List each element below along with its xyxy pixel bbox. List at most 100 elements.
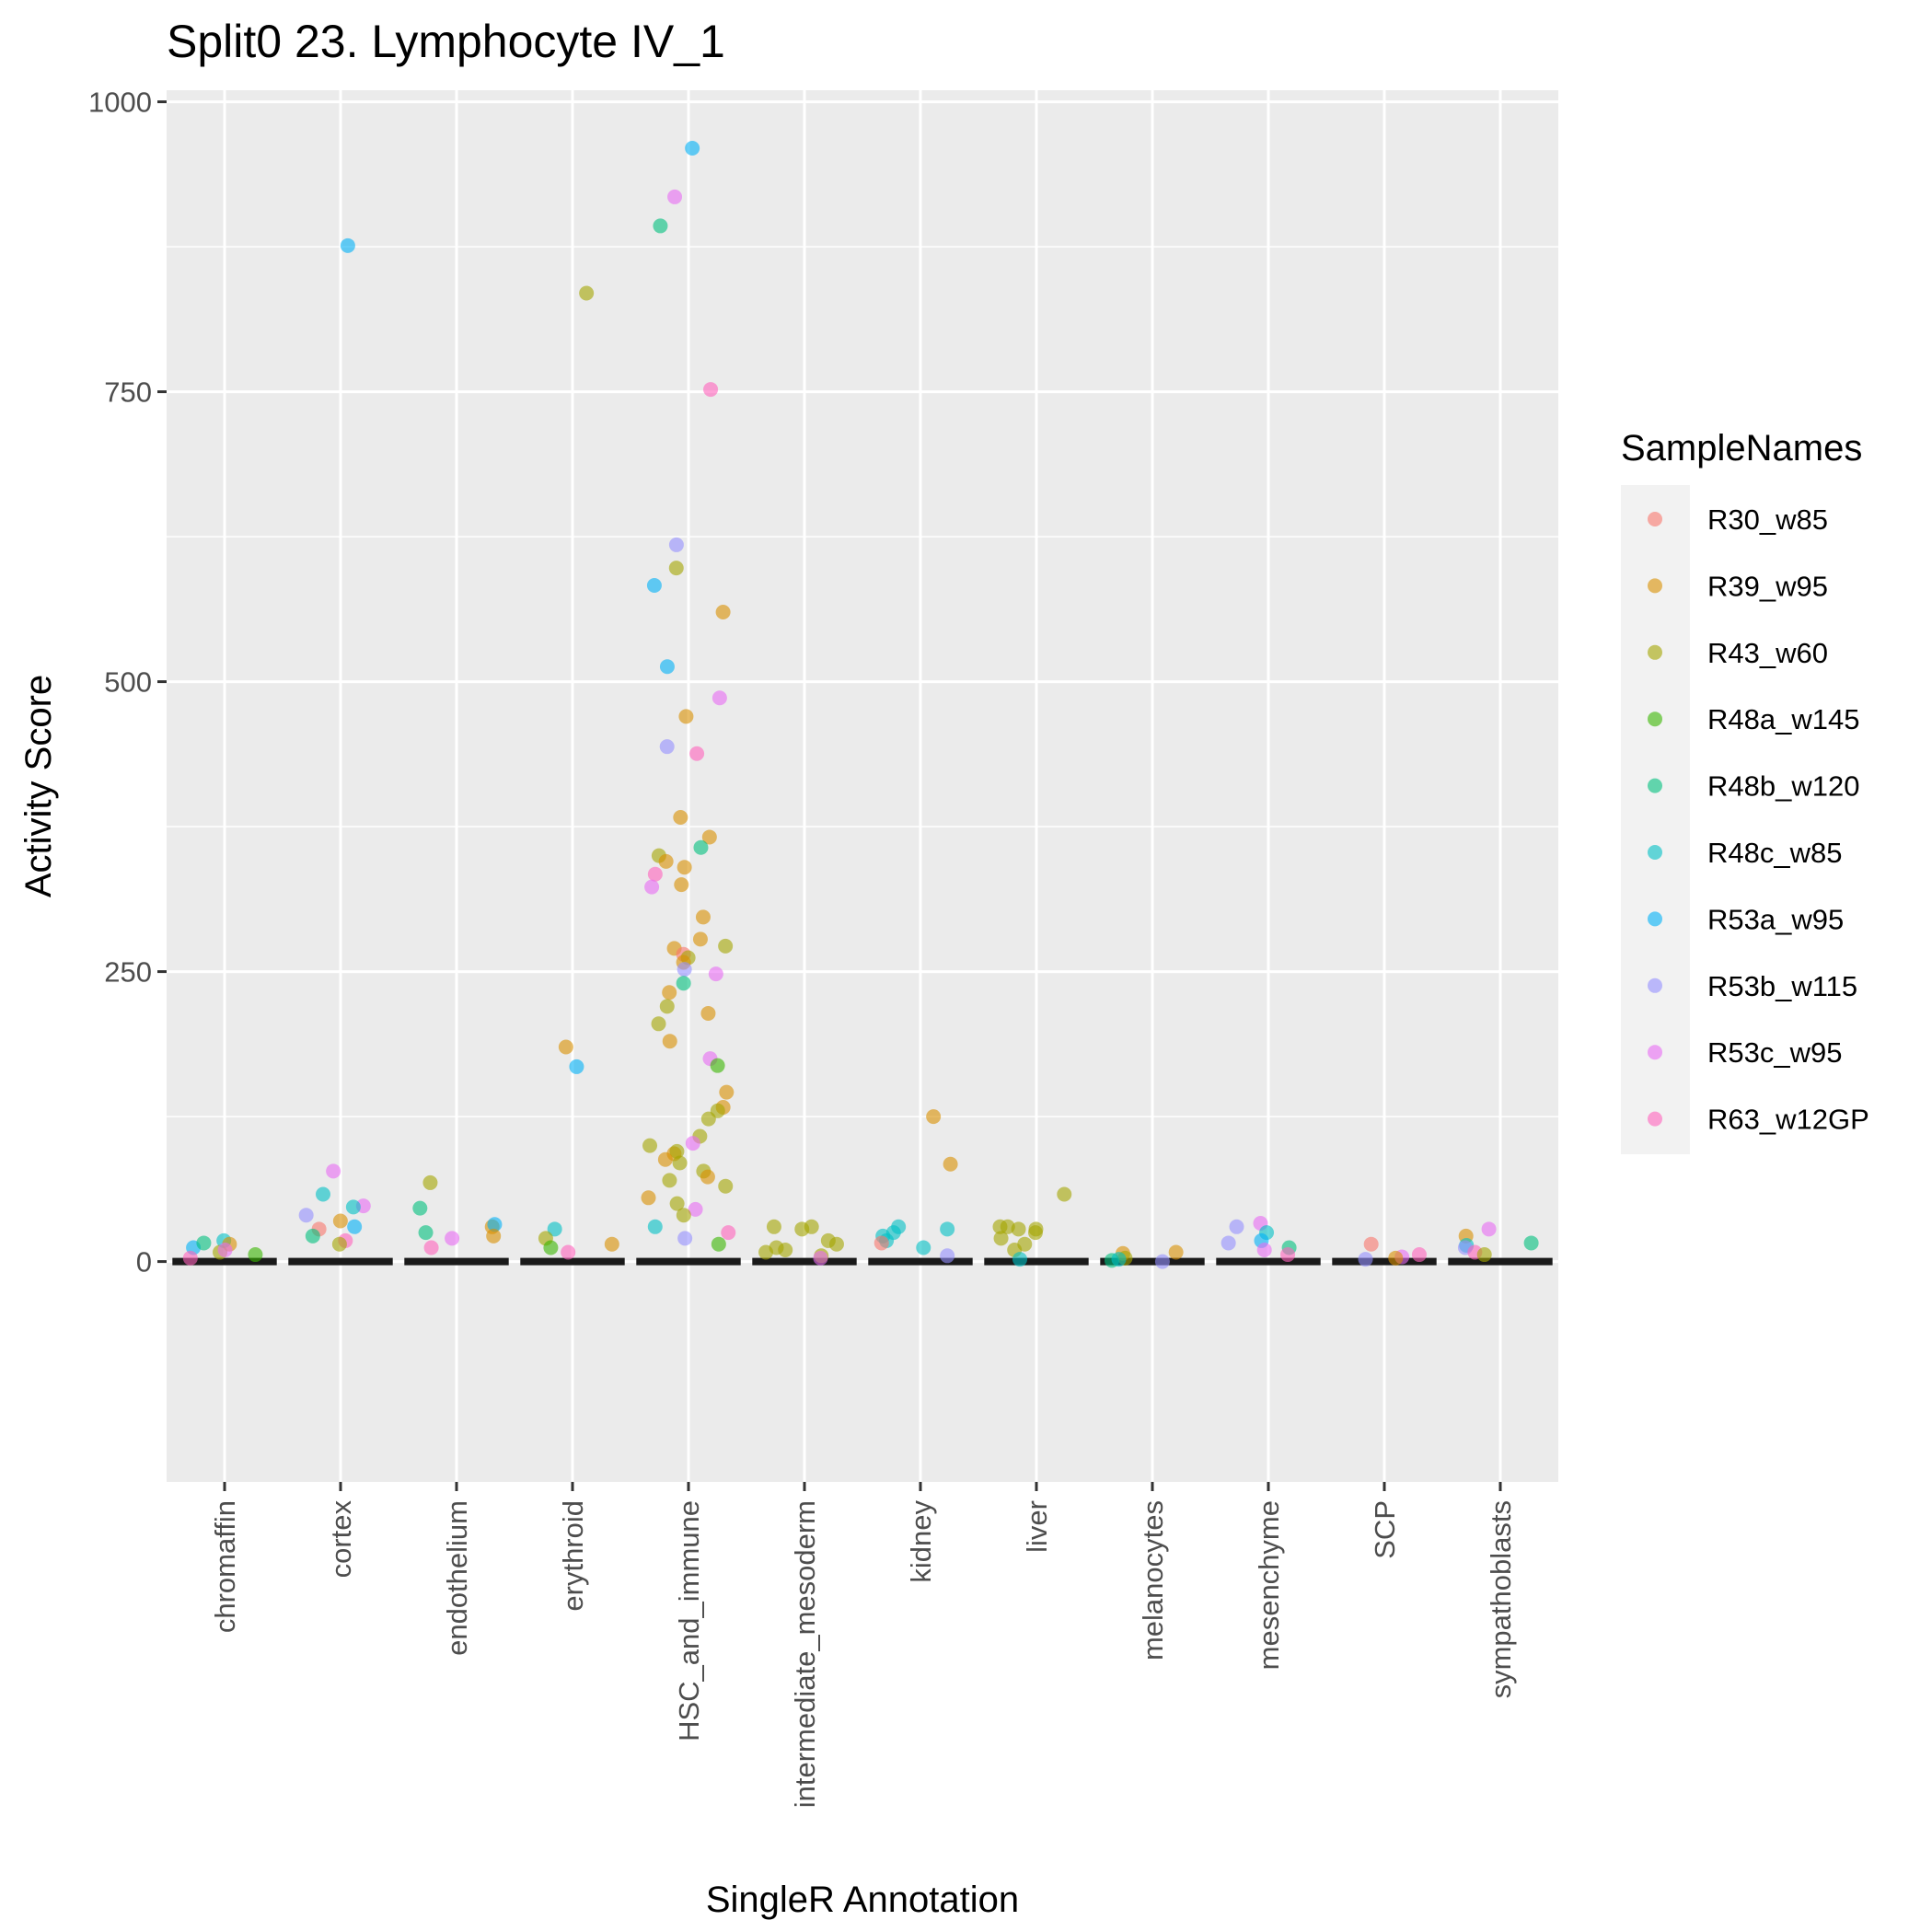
data-point xyxy=(647,866,663,882)
density-baseline xyxy=(1448,1257,1553,1266)
data-point xyxy=(547,1221,562,1237)
y-tick-label: 250 xyxy=(104,956,152,989)
y-tick-label: 750 xyxy=(104,376,152,409)
data-point xyxy=(658,853,674,869)
x-tick-label: mesenchyme xyxy=(1253,1500,1285,1670)
data-point xyxy=(668,561,684,576)
data-point xyxy=(700,1005,716,1021)
data-point xyxy=(347,1219,363,1234)
data-point xyxy=(873,1235,889,1251)
data-point xyxy=(685,141,700,156)
data-points xyxy=(182,141,1539,1269)
data-point xyxy=(217,1243,233,1257)
legend-key xyxy=(1648,1045,1662,1060)
density-baseline xyxy=(172,1257,277,1266)
data-point xyxy=(685,1136,700,1151)
legend-label: R48b_w120 xyxy=(1707,770,1859,803)
data-point xyxy=(647,1219,663,1234)
data-point xyxy=(569,1059,584,1074)
density-baseline xyxy=(984,1257,1089,1266)
data-point xyxy=(794,1221,810,1237)
data-point xyxy=(708,966,723,982)
data-point xyxy=(711,1236,726,1252)
data-point xyxy=(182,1250,198,1266)
data-point xyxy=(943,1156,958,1172)
density-baselines xyxy=(172,1257,1553,1266)
data-point xyxy=(769,1240,784,1255)
legend-label: R43_w60 xyxy=(1707,637,1828,669)
data-point xyxy=(305,1228,320,1244)
data-point xyxy=(1388,1250,1404,1266)
data-point xyxy=(719,1084,735,1100)
data-point xyxy=(662,1173,677,1188)
legend-label: R48a_w145 xyxy=(1707,703,1859,735)
data-point xyxy=(651,1016,666,1032)
legend-key xyxy=(1648,978,1662,993)
legend-key xyxy=(1648,911,1662,927)
legend-label: R53c_w95 xyxy=(1707,1036,1842,1069)
data-point xyxy=(711,690,727,706)
data-point xyxy=(1154,1254,1170,1269)
data-point xyxy=(703,382,719,398)
density-baseline xyxy=(868,1257,973,1266)
data-point xyxy=(331,1236,347,1252)
data-point xyxy=(678,709,694,724)
data-point xyxy=(1358,1252,1373,1267)
data-point xyxy=(1256,1243,1272,1257)
data-point xyxy=(345,1199,361,1215)
legend-label: R39_w95 xyxy=(1707,570,1828,602)
data-point xyxy=(1229,1219,1244,1234)
data-point xyxy=(641,1190,656,1206)
y-tick-label: 0 xyxy=(136,1246,152,1278)
data-point xyxy=(1481,1221,1497,1237)
x-tick-label: erythroid xyxy=(557,1500,589,1612)
data-point xyxy=(659,739,675,755)
data-point xyxy=(710,1058,725,1073)
legend-label: R30_w85 xyxy=(1707,503,1828,536)
density-baseline xyxy=(1100,1257,1205,1266)
legend-label: R63_w12GP xyxy=(1707,1104,1869,1136)
data-point xyxy=(418,1225,434,1241)
data-point xyxy=(766,1219,781,1234)
legend-key xyxy=(1648,1111,1662,1127)
x-tick-label: chromaffin xyxy=(209,1500,241,1633)
density-baseline xyxy=(1216,1257,1321,1266)
data-point xyxy=(423,1240,439,1255)
legend-title: SampleNames xyxy=(1621,428,1862,469)
data-point xyxy=(644,879,660,895)
chart-title: Split0 23. Lymphocyte IV_1 xyxy=(167,16,725,67)
data-point xyxy=(676,1208,691,1223)
y-tick-label: 1000 xyxy=(88,87,152,119)
density-baseline xyxy=(636,1257,741,1266)
data-point xyxy=(993,1231,1009,1246)
data-point xyxy=(422,1174,438,1190)
data-point xyxy=(659,999,675,1014)
data-point xyxy=(1168,1244,1184,1260)
data-point xyxy=(700,1111,716,1127)
data-point xyxy=(700,1169,715,1185)
data-point xyxy=(721,1225,736,1241)
data-point xyxy=(326,1163,341,1179)
data-point xyxy=(674,877,689,893)
data-point xyxy=(1523,1235,1539,1251)
data-point xyxy=(657,1151,673,1167)
data-point xyxy=(940,1221,955,1237)
data-point xyxy=(298,1208,314,1223)
data-point xyxy=(1411,1247,1427,1263)
data-point xyxy=(659,659,675,675)
data-point xyxy=(677,860,692,875)
data-point xyxy=(315,1186,330,1202)
data-point xyxy=(701,829,717,845)
data-point xyxy=(604,1236,619,1252)
x-axis-title: SingleR Annotation xyxy=(706,1880,1019,1920)
data-point xyxy=(487,1217,503,1232)
x-tick-label: liver xyxy=(1021,1500,1053,1553)
data-point xyxy=(1012,1252,1028,1267)
data-point xyxy=(992,1219,1008,1234)
data-point xyxy=(662,1034,677,1049)
grid-minor xyxy=(167,246,1558,1117)
data-point xyxy=(667,189,683,204)
y-axis: 0 250 500 750 1000 xyxy=(88,87,167,1278)
x-axis: chromaffin cortex endothelium erythroid HSC_… xyxy=(209,1482,1517,1808)
